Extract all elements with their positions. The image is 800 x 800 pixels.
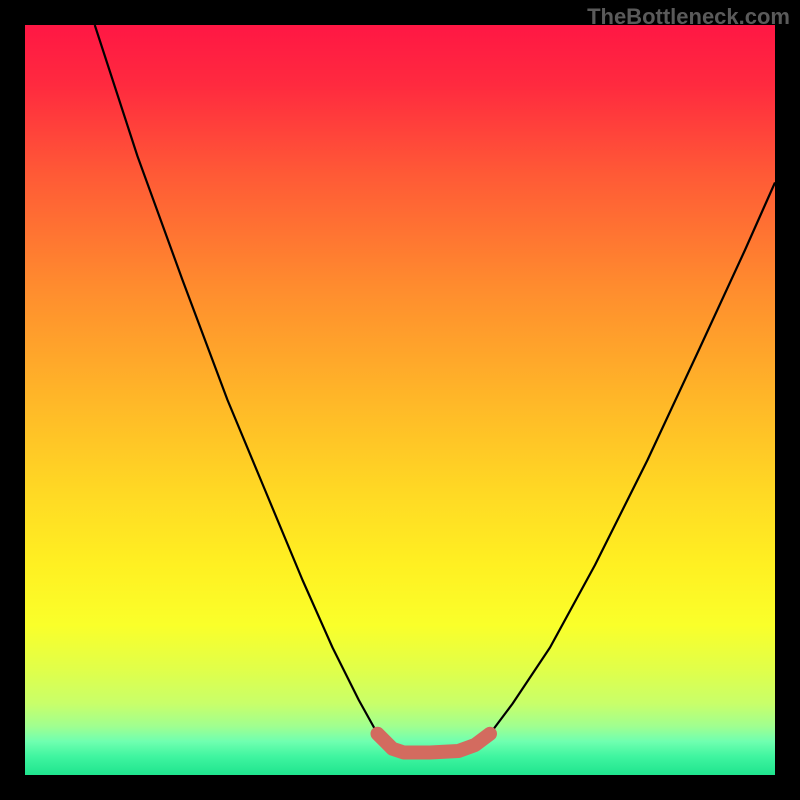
- chart-container: TheBottleneck.com: [0, 0, 800, 800]
- watermark-text: TheBottleneck.com: [587, 4, 790, 30]
- bottleneck-chart: [0, 0, 800, 800]
